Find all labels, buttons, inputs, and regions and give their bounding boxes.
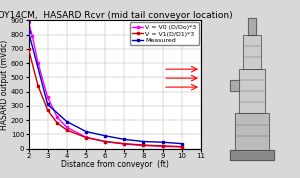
Measured: [122, 138, 126, 140]
Measured: [142, 140, 145, 143]
Measured: [27, 31, 30, 33]
V = V0 (D/Do)*3: [161, 145, 164, 147]
V = V1(D/D1)*3: [84, 137, 88, 139]
V = V0 (D/Do)*3: [56, 116, 59, 118]
V = V1(D/D1)*3: [103, 140, 107, 143]
X-axis label: Distance from conveyor  (ft): Distance from conveyor (ft): [61, 160, 169, 169]
V = V0 (D/Do)*3: [31, 35, 34, 37]
Measured: [65, 121, 69, 123]
Measured: [84, 130, 88, 133]
Polygon shape: [235, 113, 269, 150]
V = V0 (D/Do)*3: [27, 21, 30, 23]
V = V1(D/D1)*3: [180, 146, 184, 148]
Line: Measured: Measured: [27, 31, 183, 145]
Legend: V = V0 (D/Do)*3, V = V1(D/D1)*3, Measured: V = V0 (D/Do)*3, V = V1(D/D1)*3, Measure…: [130, 22, 199, 45]
Polygon shape: [239, 69, 265, 113]
Measured: [103, 135, 107, 137]
V = V0 (D/Do)*3: [65, 126, 69, 128]
Measured: [180, 143, 184, 145]
V = V0 (D/Do)*3: [46, 96, 50, 98]
V = V0 (D/Do)*3: [84, 136, 88, 138]
V = V1(D/D1)*3: [36, 85, 40, 87]
V = V1(D/D1)*3: [27, 48, 30, 50]
Measured: [161, 141, 164, 143]
Measured: [46, 103, 50, 106]
Polygon shape: [248, 18, 256, 35]
Title: JOY14CM,  HASARD Rcvr (mid tail conveyor location): JOY14CM, HASARD Rcvr (mid tail conveyor …: [0, 11, 234, 20]
Polygon shape: [230, 150, 274, 160]
V = V1(D/D1)*3: [122, 143, 126, 145]
Line: V = V1(D/D1)*3: V = V1(D/D1)*3: [27, 48, 183, 148]
V = V0 (D/Do)*3: [142, 144, 145, 146]
V = V1(D/D1)*3: [161, 145, 164, 147]
Line: V = V0 (D/Do)*3: V = V0 (D/Do)*3: [27, 21, 183, 148]
Polygon shape: [230, 80, 239, 91]
Y-axis label: HASARD output (mVdc): HASARD output (mVdc): [0, 39, 9, 130]
V = V1(D/D1)*3: [142, 144, 145, 146]
V = V1(D/D1)*3: [65, 129, 69, 131]
Polygon shape: [243, 35, 261, 69]
V = V1(D/D1)*3: [56, 122, 59, 124]
V = V0 (D/Do)*3: [180, 146, 184, 148]
V = V0 (D/Do)*3: [103, 140, 107, 143]
V = V1(D/D1)*3: [46, 109, 50, 111]
V = V0 (D/Do)*3: [36, 62, 40, 64]
V = V0 (D/Do)*3: [122, 143, 126, 145]
